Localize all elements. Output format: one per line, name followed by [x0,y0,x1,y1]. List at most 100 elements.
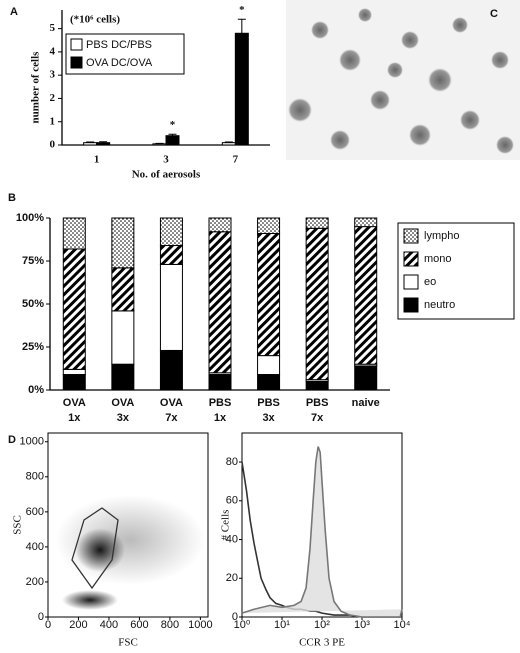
x-tick-label: 10² [314,619,330,631]
x-tick-label: 10⁰ [234,619,251,631]
y-tick-label: 1000 [20,436,44,448]
y-axis-label: SSC [12,515,24,535]
x-tick-label: 1000 [188,619,212,631]
error-bar [86,141,95,143]
y-tick-label: 20 [226,572,238,584]
bar-segment [159,349,183,391]
histogram-curve [241,446,403,618]
bar-segment [257,374,281,391]
y-tick-label: 2 [50,92,56,104]
y-tick-label: 0% [28,384,44,396]
bar-segment [208,231,232,374]
x-axis-label: FSC [118,637,138,649]
y-tick-label: 5 [50,22,56,34]
x-tick-label: 7x [165,412,178,424]
legend-box [65,33,185,75]
bar-segment [257,232,281,357]
x-tick-label: 1 [94,154,100,166]
significance-marker: * [239,4,245,16]
panel-letter: D [8,434,16,446]
bar-segment [354,365,378,391]
x-tick-label: naive [352,397,380,409]
legend-label: mono [424,253,452,265]
bar-segment [354,217,378,228]
y-axis-label: number of cells [30,51,42,124]
x-tick-label: 800 [161,619,179,631]
bar-segment [159,263,183,351]
bar-segment [62,374,86,391]
legend-label: lympho [424,230,459,242]
y-tick-label: 800 [26,471,44,483]
x-tick-label: 200 [69,619,87,631]
bar [83,142,98,146]
x-tick-label: 7 [233,154,239,166]
bar-segment [111,217,135,269]
x-tick-label: 10⁴ [394,619,411,631]
bar [96,142,111,146]
y-tick-label: 400 [26,541,44,553]
legend-swatch [403,251,419,267]
bar-segment [111,310,135,365]
bar-segment [62,368,86,376]
legend-swatch [403,228,419,244]
micrograph [286,0,520,160]
y-tick-label: 50% [22,298,44,310]
legend-label: neutro [424,299,455,311]
legend-swatch [403,274,419,290]
y-tick-label: 0 [50,139,56,151]
y-tick-label: 3 [50,69,56,81]
y-tick-label: 0 [38,611,44,623]
y-tick-label: 25% [22,341,44,353]
legend-swatch [403,297,419,313]
bar-segment [111,363,135,391]
density-cloud [55,495,205,610]
plot-frame [47,432,209,618]
bar-segment [62,217,86,250]
y-tick-label: 0 [232,611,238,623]
bar-segment [62,248,86,370]
legend-label: eo [424,276,436,288]
x-tick-label: 3x [117,412,130,424]
bar-segment [354,226,378,365]
y-tick-label: 60 [226,495,238,507]
x-tick-label: OVA [111,397,134,409]
bar-segment [208,217,232,233]
bar-segment [257,355,281,376]
bar [221,142,236,146]
bar-segment [208,374,232,391]
x-tick-label: 10¹ [274,619,290,631]
x-tick-label: 1x [68,412,81,424]
panel-letter: C [490,8,498,20]
x-tick-label: 3x [262,412,275,424]
bar-segment [305,217,329,229]
y-tick-label: 200 [26,576,44,588]
panel-letter: B [8,192,16,204]
y-axis-label: # Cells [220,510,232,541]
y-tick-label: 75% [22,255,44,267]
bar-segment [111,267,135,312]
bar-segment [159,217,183,247]
x-tick-label: PBS [209,397,232,409]
bar-segment [305,227,329,381]
y-tick-label: 1 [50,115,56,127]
x-tick-label: 7x [311,412,324,424]
y-tick-label: 100% [16,212,44,224]
x-tick-label: OVA [63,397,86,409]
x-tick-label: OVA [160,397,183,409]
x-axis-label: No. of aerosols [132,169,201,181]
x-tick-label: 10³ [354,619,370,631]
y-tick-label: 4 [50,45,56,57]
legend-label: PBS DC/PBS [86,39,152,51]
legend-swatch [70,56,83,69]
error-bar [168,133,177,136]
panel-letter: A [10,6,18,18]
unit-label: (*10⁶ cells) [70,14,120,26]
legend-label: OVA DC/OVA [86,57,153,69]
x-tick-label: 400 [100,619,118,631]
bar-segment [159,245,183,265]
x-tick-label: 0 [45,619,51,631]
x-tick-label: 1x [214,412,227,424]
x-axis-label: CCR 3 PE [299,637,345,649]
